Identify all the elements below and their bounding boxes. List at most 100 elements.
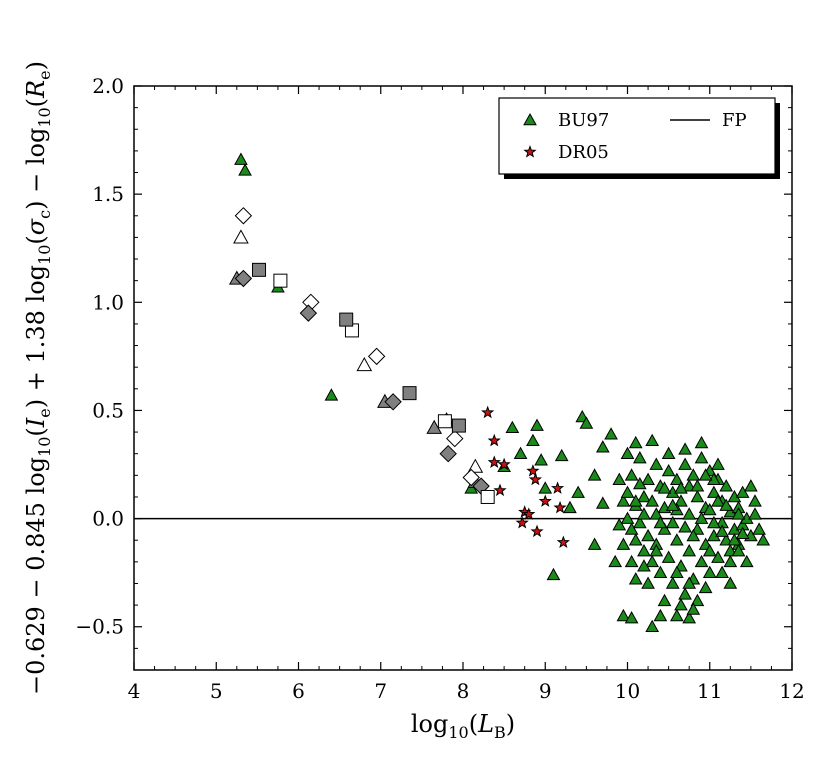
diamond-filled-gray-point	[439, 444, 457, 463]
bu97-point	[645, 494, 660, 507]
bu97-point	[534, 453, 548, 466]
bu97-point	[546, 567, 561, 581]
bu97-point	[645, 554, 660, 568]
bu97-point	[739, 554, 754, 568]
bu97-point	[682, 544, 697, 557]
y-tick-label: −0.5	[75, 615, 124, 639]
bu97-point	[678, 442, 692, 455]
bu97-point	[624, 554, 639, 568]
square-filled-gray-point	[339, 312, 354, 327]
diamond-open-point	[367, 347, 386, 366]
series-dr05	[481, 405, 570, 548]
bu97-point	[694, 435, 709, 449]
bu97-point	[756, 533, 771, 546]
bu97-point	[723, 554, 738, 568]
bu97-point	[612, 518, 627, 531]
diamond-filled-gray-point	[384, 393, 402, 411]
legend-dr05-marker	[523, 145, 537, 158]
dr05-point	[515, 515, 529, 529]
bu97-point	[674, 481, 688, 494]
dr05-point	[497, 457, 511, 471]
diamond-filled-gray-point	[234, 269, 253, 288]
dr05-point	[553, 500, 567, 514]
bu97-point	[682, 576, 697, 589]
y-tick-label: 2.0	[92, 74, 124, 98]
y-tick-label: 1.5	[92, 182, 124, 206]
bu97-point	[554, 448, 569, 462]
square-open-point	[273, 273, 288, 288]
x-tick-label: 5	[210, 679, 223, 703]
bu97-point	[649, 507, 664, 520]
bu97-point	[694, 451, 709, 464]
bu97-point	[682, 479, 697, 492]
legend-box	[498, 97, 776, 175]
diamond-open-point	[234, 207, 253, 225]
bu97-point	[628, 435, 643, 449]
legend-bu97-marker	[523, 112, 537, 126]
bu97-point	[641, 472, 655, 485]
dr05-point	[526, 464, 540, 477]
bu97-point	[711, 550, 725, 563]
square-open-point	[480, 489, 495, 504]
bu97-point	[665, 576, 680, 589]
bu97-point	[670, 608, 684, 622]
triangle-filled-gray-point	[426, 419, 443, 434]
bu97-point	[637, 507, 651, 520]
series-square-open	[273, 273, 495, 504]
bu97-point	[694, 511, 709, 524]
bu97-point	[661, 550, 676, 563]
diamond-open-point	[462, 468, 480, 487]
bu97-point	[238, 163, 252, 176]
bu97-point	[731, 544, 746, 557]
x-tick-label: 4	[128, 679, 141, 703]
bu97-point	[735, 526, 750, 540]
bu97-point	[678, 587, 692, 600]
triangle-open-point	[233, 229, 249, 244]
bu97-point	[702, 565, 717, 578]
bu97-point	[670, 565, 684, 578]
diamond-open-point	[446, 429, 464, 448]
dr05-point	[556, 535, 570, 548]
dr05-point	[550, 481, 565, 494]
bu97-point	[645, 619, 660, 633]
series-diamond-open	[234, 207, 480, 487]
x-tick-label: 12	[779, 679, 804, 703]
bu97-point	[698, 580, 713, 594]
bu97-point	[620, 485, 635, 498]
bu97-point	[723, 576, 738, 589]
bu97-point	[616, 608, 631, 622]
bu97-point	[682, 611, 697, 624]
bu97-point	[624, 468, 639, 481]
bu97-point	[653, 608, 668, 622]
triangle-open-point	[467, 458, 484, 473]
bu97-point	[624, 522, 639, 535]
bu97-point	[686, 468, 701, 481]
bu97-point	[234, 152, 248, 165]
bu97-point	[608, 554, 623, 568]
bu97-point	[571, 485, 585, 498]
bu97-point	[707, 485, 721, 498]
bu97-point	[632, 515, 647, 529]
bu97-point	[707, 515, 721, 529]
square-filled-gray-point	[402, 386, 417, 401]
dr05-point	[493, 483, 507, 497]
bu97-point	[661, 446, 676, 460]
bu97-point	[731, 507, 746, 520]
bu97-point	[526, 433, 540, 447]
legend-label: BU97	[558, 110, 609, 131]
bu97-point	[661, 463, 676, 477]
bu97-point	[587, 537, 602, 550]
legend-label: DR05	[558, 142, 609, 163]
bu97-point	[530, 418, 544, 431]
bu97-point	[682, 507, 697, 520]
bu97-point	[649, 457, 664, 470]
x-tick-label: 7	[374, 679, 387, 703]
bu97-point	[616, 494, 631, 507]
bu97-point	[628, 572, 643, 585]
bu97-point	[748, 507, 762, 520]
bu97-point	[657, 522, 672, 535]
bu97-point	[719, 498, 734, 511]
bu97-point	[674, 494, 688, 507]
bu97-point	[595, 440, 610, 453]
x-tick-label: 8	[457, 679, 470, 703]
